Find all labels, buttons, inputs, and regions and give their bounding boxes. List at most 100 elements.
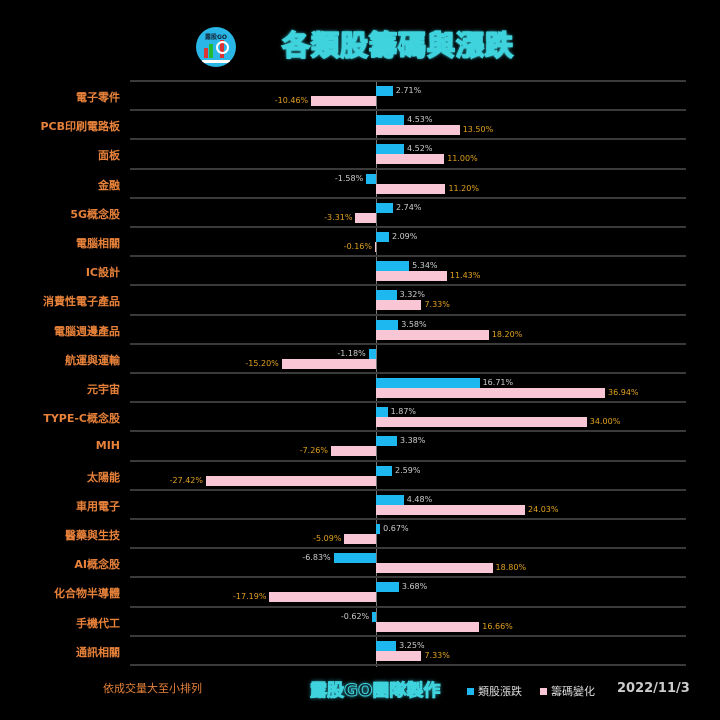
sector-change-bar [376, 436, 397, 447]
chip-change-bar [376, 504, 525, 515]
category-label: PCB印刷電路板 [40, 120, 120, 134]
gridline [130, 547, 686, 550]
sector-change-bar [376, 319, 399, 330]
value-label: -0.16% [343, 242, 372, 251]
value-label: -6.83% [302, 553, 331, 563]
category-label: 化合物半導體 [54, 587, 120, 601]
legend-item-sector: 類股漲跌 [467, 683, 522, 699]
maker-credit: 露股GO團隊製作 [309, 681, 441, 702]
category-label: TYPE-C概念股 [43, 412, 120, 426]
value-label: -1.58% [334, 173, 364, 183]
chip-change-bar [330, 446, 376, 457]
chip-change-bar [376, 300, 422, 311]
legend-swatch-icon [540, 687, 547, 695]
value-label: 11.00% [447, 154, 478, 164]
category-label: 元宇宙 [87, 383, 120, 396]
gridline [130, 313, 686, 316]
legend-label: 類股漲跌 [478, 685, 522, 698]
value-label: -7.26% [299, 446, 328, 456]
chip-change-bar [376, 388, 606, 398]
value-label: 34.00% [589, 417, 621, 427]
sector-change-bar [376, 407, 388, 418]
category-label: 太陽能 [87, 470, 120, 484]
sector-change-bar [376, 261, 410, 272]
gridline [130, 284, 686, 287]
logo: 露股GO [196, 27, 236, 67]
category-label: 電腦週邊產品 [54, 324, 120, 338]
sector-change-bar [376, 144, 405, 155]
legend-label: 籌碼變化 [551, 685, 595, 698]
value-label: 4.52% [407, 144, 433, 154]
value-label: 24.03% [527, 504, 559, 514]
category-label: 5G概念股 [70, 207, 120, 221]
sector-change-bar [376, 524, 381, 534]
value-label: 7.33% [424, 650, 450, 660]
chip-change-bar [344, 534, 376, 544]
value-label: -10.46% [274, 96, 309, 105]
value-label: 11.20% [448, 183, 479, 193]
category-label: MIH [95, 439, 120, 453]
chip-change-bar [376, 563, 493, 574]
value-label: 2.71% [395, 86, 422, 95]
chip-change-bar [269, 592, 376, 603]
value-label: 3.32% [399, 290, 425, 300]
sector-change-bar [376, 86, 393, 96]
gridline [130, 664, 686, 666]
value-label: 2.09% [391, 232, 418, 241]
value-label: 16.66% [482, 621, 513, 631]
category-label: 消費性電子產品 [43, 295, 120, 309]
category-label: 航運與運輸 [65, 353, 120, 367]
value-label: 2.74% [395, 202, 422, 212]
category-label: 通訊相關 [76, 645, 120, 659]
gridline [130, 488, 686, 491]
value-label: 1.87% [390, 407, 417, 417]
category-label: 車用電子 [76, 499, 120, 513]
gridline [130, 576, 686, 579]
value-label: 3.58% [401, 319, 427, 329]
value-label: 3.68% [401, 582, 428, 592]
value-label: 16.71% [482, 378, 514, 387]
value-label: -5.09% [313, 534, 342, 543]
chip-change-bar [376, 621, 480, 632]
gridline [130, 138, 686, 141]
value-label: -3.31% [324, 212, 353, 222]
chip-change-bar [376, 417, 587, 428]
logo-bar-icon [204, 48, 208, 58]
value-label: 18.20% [491, 329, 523, 339]
sector-change-bar [376, 465, 393, 476]
gridline [130, 459, 686, 462]
gridline [130, 167, 686, 170]
gridline [130, 401, 686, 404]
page-title: 各類股籌碼與漲跌 [281, 28, 515, 63]
gridline [130, 342, 686, 345]
value-label: 5.34% [412, 261, 438, 271]
chip-change-bar [376, 271, 447, 282]
value-label: 7.33% [424, 300, 450, 310]
chip-change-bar [311, 96, 376, 106]
category-label: IC設計 [85, 266, 120, 280]
category-label: 電腦相關 [76, 237, 120, 250]
gridline [130, 372, 686, 374]
chip-change-bar [355, 212, 376, 223]
sector-change-bar [376, 232, 389, 242]
gridline [130, 634, 686, 637]
sector-change-bar [376, 115, 405, 126]
sort-note: 依成交量大至小排列 [103, 682, 202, 695]
value-label: 4.53% [407, 115, 433, 125]
value-label: -17.19% [233, 592, 267, 602]
value-label: 11.43% [449, 271, 481, 281]
value-label: 3.25% [399, 640, 425, 650]
date-label: 2022/11/3 [617, 681, 690, 696]
value-label: -27.42% [169, 475, 203, 485]
sector-change-bar [368, 348, 376, 359]
category-label: 醫藥與生技 [65, 529, 120, 542]
value-label: 3.38% [399, 436, 426, 446]
logo-text: 露股GO [205, 34, 228, 41]
gridline [130, 255, 686, 258]
gridline [130, 226, 686, 228]
category-label: 面板 [98, 149, 120, 163]
sector-change-bar [376, 290, 397, 301]
value-label: 18.80% [495, 563, 527, 573]
chip-change-bar [376, 329, 489, 340]
